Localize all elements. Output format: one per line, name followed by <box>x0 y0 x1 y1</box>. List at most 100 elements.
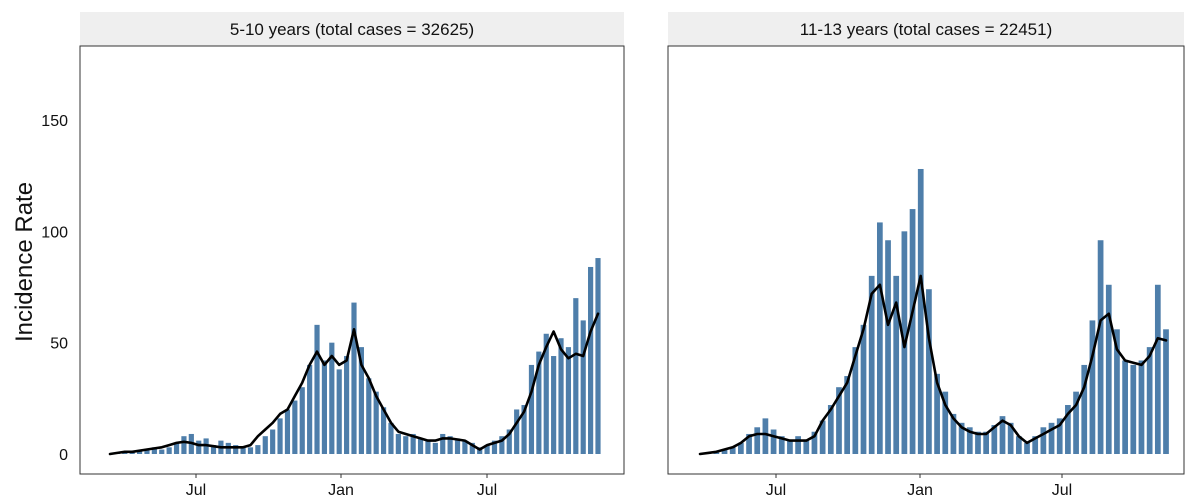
bar <box>1163 329 1169 454</box>
bar <box>746 433 752 454</box>
y-tick-label: 150 <box>41 113 68 130</box>
bar <box>454 438 461 454</box>
bar <box>240 447 246 454</box>
bar <box>536 351 542 454</box>
panel-strip <box>80 12 624 46</box>
bar <box>738 442 744 454</box>
bar <box>803 440 810 454</box>
bar <box>358 347 364 454</box>
bar <box>521 405 527 454</box>
bar <box>491 440 498 454</box>
smoothed-line <box>698 274 1168 456</box>
bar <box>425 440 431 454</box>
smoothed-line <box>108 312 600 456</box>
bar <box>270 429 276 454</box>
bar <box>975 431 981 454</box>
bar <box>210 445 217 454</box>
bar <box>403 436 409 454</box>
chart-panels: 5-10 years (total cases = 32625) 0 50 100 15… <box>41 12 1185 499</box>
bar <box>247 447 254 454</box>
y-tick-label: 50 <box>50 336 68 353</box>
bar <box>1032 436 1039 454</box>
bar <box>499 436 505 454</box>
bar <box>966 427 973 454</box>
bar <box>926 289 932 454</box>
bar <box>885 240 891 454</box>
bar <box>1024 442 1030 454</box>
bar <box>166 447 172 454</box>
bar <box>950 413 957 454</box>
bar <box>284 409 291 454</box>
bar <box>754 427 761 454</box>
bar <box>934 373 940 454</box>
bar <box>233 445 239 454</box>
bar <box>1015 436 1022 454</box>
bar <box>462 440 468 454</box>
bar <box>144 449 150 454</box>
bar <box>1089 320 1096 454</box>
bar <box>432 442 438 454</box>
bar <box>351 302 357 454</box>
bar <box>565 347 572 454</box>
bar <box>1146 347 1153 454</box>
bar <box>299 387 305 454</box>
bar <box>277 418 283 454</box>
bar <box>151 447 157 454</box>
panel-title: 11-13 years (total cases = 22451) <box>800 20 1052 39</box>
bar <box>366 378 372 454</box>
x-tick-label: Jan <box>907 482 933 499</box>
x-tick-label: Jul <box>477 482 497 499</box>
x-tick-label: Jul <box>766 482 786 499</box>
bar <box>440 433 446 454</box>
bar <box>255 445 261 454</box>
bar <box>558 338 564 454</box>
bar <box>770 429 777 454</box>
bar <box>811 431 818 454</box>
bar <box>1065 405 1071 454</box>
panel-1: 5-10 years (total cases = 32625) 0 50 100 15… <box>41 12 625 499</box>
bar <box>159 449 165 454</box>
bar <box>1114 329 1120 454</box>
bar <box>836 387 842 454</box>
bar <box>991 425 998 454</box>
bar <box>868 275 875 454</box>
bar <box>551 356 557 454</box>
bar <box>196 440 202 454</box>
bar <box>917 168 924 454</box>
bar <box>1154 284 1161 454</box>
bar <box>876 222 883 454</box>
bar <box>344 356 350 454</box>
bar <box>958 422 965 454</box>
bar <box>173 442 180 454</box>
bar <box>181 436 187 454</box>
bar <box>1105 284 1112 454</box>
bar <box>1056 418 1063 454</box>
bar <box>795 436 801 454</box>
bar <box>373 391 379 454</box>
bar <box>321 360 328 454</box>
bar <box>893 275 900 454</box>
bar <box>852 347 859 454</box>
bar <box>729 447 736 454</box>
bar <box>380 407 387 454</box>
panel-title: 5-10 years (total cases = 32625) <box>230 20 474 39</box>
bar <box>417 438 424 454</box>
bar <box>573 298 579 454</box>
panel-strip <box>668 12 1184 46</box>
bar <box>942 391 949 454</box>
bar <box>1081 364 1088 454</box>
bar <box>484 445 490 454</box>
bar <box>292 400 298 454</box>
panel-2: 11-13 years (total cases = 22451) Jul Jan J… <box>667 12 1185 499</box>
bar <box>762 418 769 454</box>
bar <box>827 405 834 454</box>
bar <box>388 422 394 454</box>
bar <box>447 436 453 454</box>
bar <box>844 376 851 454</box>
bar <box>1130 364 1137 454</box>
bar <box>469 442 475 454</box>
y-tick-label: 0 <box>59 447 68 464</box>
bar <box>1007 422 1014 454</box>
bar <box>1138 360 1145 454</box>
